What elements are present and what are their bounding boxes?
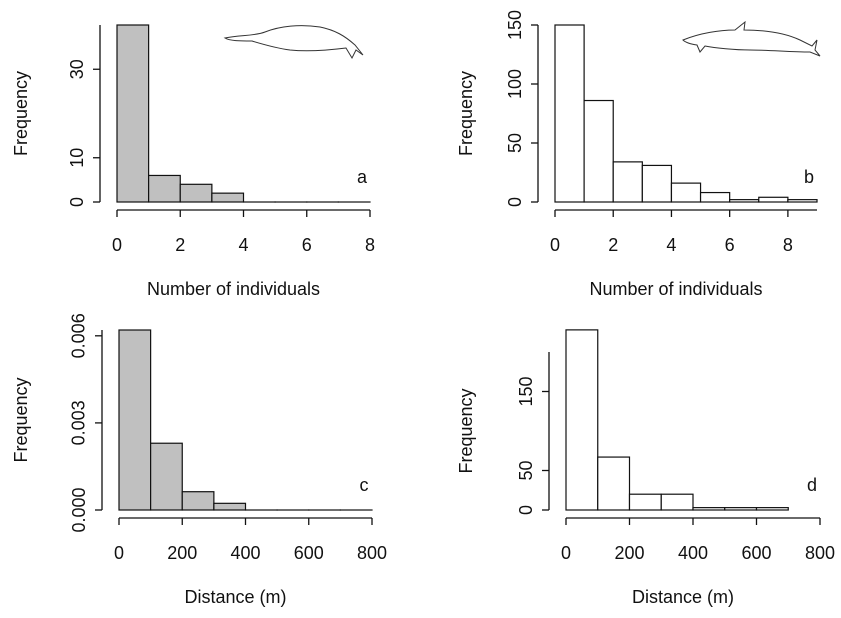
y-tick-label: 0.000 (69, 487, 89, 532)
y-tick-label: 0.003 (69, 400, 89, 445)
histogram-bar (117, 25, 149, 202)
x-tick-label: 400 (230, 543, 260, 563)
river-dolphin-icon (225, 26, 363, 58)
x-axis-title: Distance (m) (184, 587, 286, 607)
histogram-bar (642, 165, 671, 202)
x-tick-label: 8 (783, 235, 793, 255)
y-tick-label: 50 (505, 133, 525, 153)
x-axis-title: Distance (m) (632, 587, 734, 607)
y-tick-label: 10 (67, 148, 87, 168)
histogram-bar (661, 494, 693, 510)
x-axis-title: Number of individuals (589, 279, 762, 299)
y-axis-title: Frequency (11, 71, 31, 156)
histogram-bar (555, 25, 584, 202)
x-tick-label: 0 (112, 235, 122, 255)
histogram-bar (759, 197, 788, 202)
x-tick-label: 8 (365, 235, 375, 255)
x-tick-label: 200 (614, 543, 644, 563)
histogram-bar (598, 457, 630, 510)
panel-label: b (804, 167, 814, 187)
x-tick-label: 6 (725, 235, 735, 255)
x-tick-label: 4 (666, 235, 676, 255)
histogram-bar (671, 183, 700, 202)
histogram-bar (725, 508, 757, 510)
histogram-bar (566, 330, 598, 510)
x-axis-title: Number of individuals (147, 279, 320, 299)
x-tick-label: 600 (741, 543, 771, 563)
histogram-bar (180, 184, 212, 202)
histogram-bar (788, 200, 817, 202)
histogram-bar (757, 508, 789, 510)
y-axis-title: Frequency (11, 377, 31, 462)
x-tick-label: 200 (167, 543, 197, 563)
histogram-bar (119, 330, 151, 510)
y-tick-label: 150 (516, 376, 536, 406)
y-tick-label: 50 (516, 460, 536, 480)
y-tick-label: 0 (67, 197, 87, 207)
panel-label: d (807, 475, 817, 495)
histogram-bar (149, 175, 181, 202)
x-tick-label: 600 (294, 543, 324, 563)
histogram-bar (182, 492, 214, 510)
x-tick-label: 400 (678, 543, 708, 563)
histogram-bar (693, 508, 725, 510)
y-tick-label: 0.006 (69, 313, 89, 358)
histogram-bar (214, 503, 246, 510)
panel-label: c (360, 475, 369, 495)
x-tick-label: 4 (238, 235, 248, 255)
x-tick-label: 0 (114, 543, 124, 563)
x-tick-label: 2 (175, 235, 185, 255)
y-axis-title: Frequency (456, 388, 476, 473)
x-tick-label: 0 (550, 235, 560, 255)
x-tick-label: 800 (805, 543, 835, 563)
histogram-bar (613, 162, 642, 202)
histogram-bar (151, 443, 183, 510)
y-axis-title: Frequency (456, 71, 476, 156)
dolphin-icon (683, 22, 820, 56)
panel-label: a (357, 167, 368, 187)
y-tick-label: 150 (505, 10, 525, 40)
x-tick-label: 2 (608, 235, 618, 255)
y-tick-label: 0 (516, 505, 536, 515)
histogram-bar (630, 494, 662, 510)
x-tick-label: 800 (357, 543, 387, 563)
histogram-bar (730, 200, 759, 202)
x-tick-label: 0 (561, 543, 571, 563)
y-tick-label: 100 (505, 69, 525, 99)
x-tick-label: 6 (302, 235, 312, 255)
histogram-bar (212, 193, 244, 202)
histogram-bar (584, 101, 613, 202)
y-tick-label: 0 (505, 197, 525, 207)
histogram-bar (701, 193, 730, 202)
y-tick-label: 30 (67, 59, 87, 79)
